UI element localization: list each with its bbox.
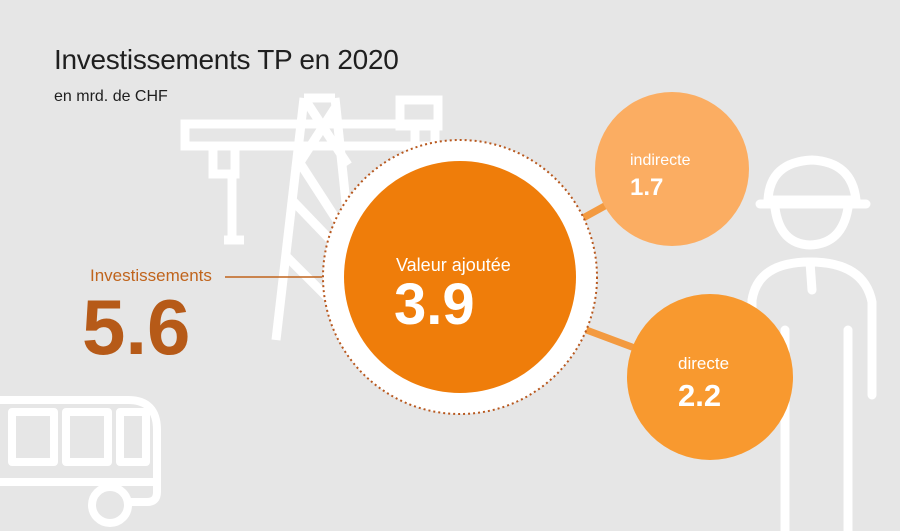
indirect-value: 1.7 (630, 174, 664, 201)
indirect-circle (595, 92, 749, 246)
direct-circle (627, 294, 793, 460)
indirect-label: indirecte (630, 152, 691, 169)
investments-value: 5.6 (82, 283, 191, 371)
chart-subtitle: en mrd. de CHF (54, 88, 168, 105)
direct-label: directe (678, 354, 730, 373)
investments-label: Investissements (90, 266, 212, 285)
value-added-label: Valeur ajoutée (396, 255, 511, 275)
bus-icon (0, 396, 161, 527)
value-added-value: 3.9 (394, 272, 475, 337)
direct-value: 2.2 (678, 378, 722, 413)
value-added-circle (344, 161, 576, 393)
chart-title: Investissements TP en 2020 (54, 44, 399, 75)
